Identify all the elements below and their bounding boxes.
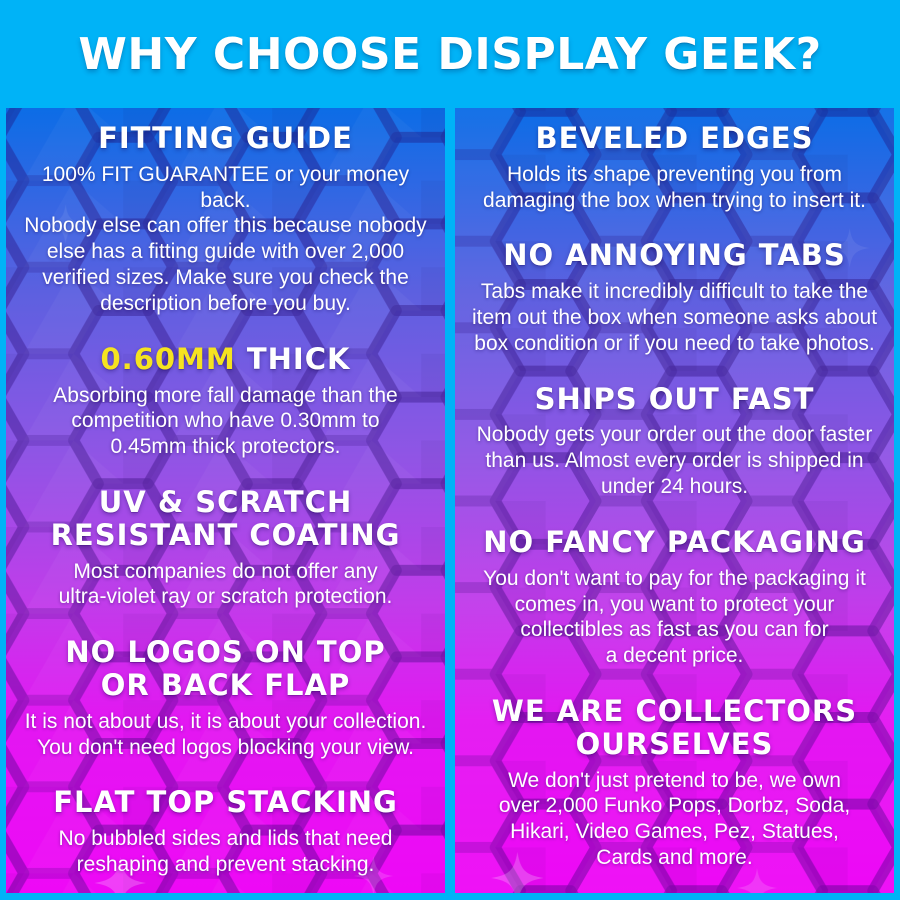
feature-heading: NO ANNOYING TABS xyxy=(503,238,846,273)
panels: FITTING GUIDE 100% FIT GUARANTEE or your … xyxy=(0,108,900,900)
page-title: WHY CHOOSE DISPLAY GEEK? xyxy=(78,28,822,80)
feature-body: No bubbled sides and lids that need resh… xyxy=(58,827,393,876)
sparkle-decoration xyxy=(491,228,870,893)
feature-heading: FITTING GUIDE xyxy=(98,121,353,155)
feature-section: BEVELED EDGES Holds its shape preventing … xyxy=(468,122,881,213)
feature-heading: NO FANCY PACKAGING xyxy=(483,524,866,559)
feature-section: 0.60MM THICK Absorbing more fall damage t… xyxy=(19,341,432,460)
feature-heading: UV & SCRATCH RESISTANT COATING xyxy=(50,484,401,552)
feature-section: FITTING GUIDE 100% FIT GUARANTEE or your … xyxy=(19,122,432,317)
right-column-content: BEVELED EDGES Holds its shape preventing … xyxy=(455,108,894,871)
feature-heading: SHIPS OUT FAST xyxy=(534,381,815,416)
feature-body: Holds its shape preventing you from dama… xyxy=(483,162,866,212)
feature-body: 100% FIT GUARANTEE or your money back. N… xyxy=(24,162,427,315)
feature-body: We don't just pretend to be, we own over… xyxy=(498,768,851,870)
feature-body: It is not about us, it is about your col… xyxy=(24,709,427,759)
feature-body: Most companies do not offer any ultra-vi… xyxy=(58,559,393,609)
sparkle-decoration xyxy=(45,204,394,893)
feature-body: Nobody gets your order out the door fast… xyxy=(476,423,873,499)
feature-section: FLAT TOP STACKING No bubbled sides and li… xyxy=(19,786,432,877)
hexagon-pattern xyxy=(455,108,894,893)
feature-body: You don't want to pay for the packaging … xyxy=(483,566,866,668)
feature-heading-accent: 0.60MM xyxy=(100,341,236,376)
feature-section: UV & SCRATCH RESISTANT COATING Most compa… xyxy=(19,486,432,610)
left-panel: FITTING GUIDE 100% FIT GUARANTEE or your … xyxy=(6,108,445,893)
feature-section: NO LOGOS ON TOP OR BACK FLAP It is not ab… xyxy=(19,636,432,760)
feature-body: Tabs make it incredibly difficult to tak… xyxy=(471,280,878,355)
feature-section: NO ANNOYING TABS Tabs make it incredibly … xyxy=(468,239,881,356)
hexagon-pattern xyxy=(6,108,445,893)
feature-section: NO FANCY PACKAGING You don't want to pay … xyxy=(468,526,881,669)
left-column-content: FITTING GUIDE 100% FIT GUARANTEE or your … xyxy=(6,108,445,878)
feature-heading: WE ARE COLLECTORS OURSELVES xyxy=(491,694,858,761)
feature-heading: BEVELED EDGES xyxy=(535,121,814,155)
feature-section: WE ARE COLLECTORS OURSELVES We don't just… xyxy=(468,695,881,871)
banner: WHY CHOOSE DISPLAY GEEK? xyxy=(0,0,900,108)
feature-heading: 0.60MM THICK xyxy=(100,341,351,376)
feature-heading: NO LOGOS ON TOP OR BACK FLAP xyxy=(65,635,386,702)
feature-heading: FLAT TOP STACKING xyxy=(53,785,398,820)
feature-section: SHIPS OUT FAST Nobody gets your order out… xyxy=(468,381,881,500)
right-panel: BEVELED EDGES Holds its shape preventing … xyxy=(455,108,894,893)
feature-body: Absorbing more fall damage than the comp… xyxy=(53,383,398,459)
